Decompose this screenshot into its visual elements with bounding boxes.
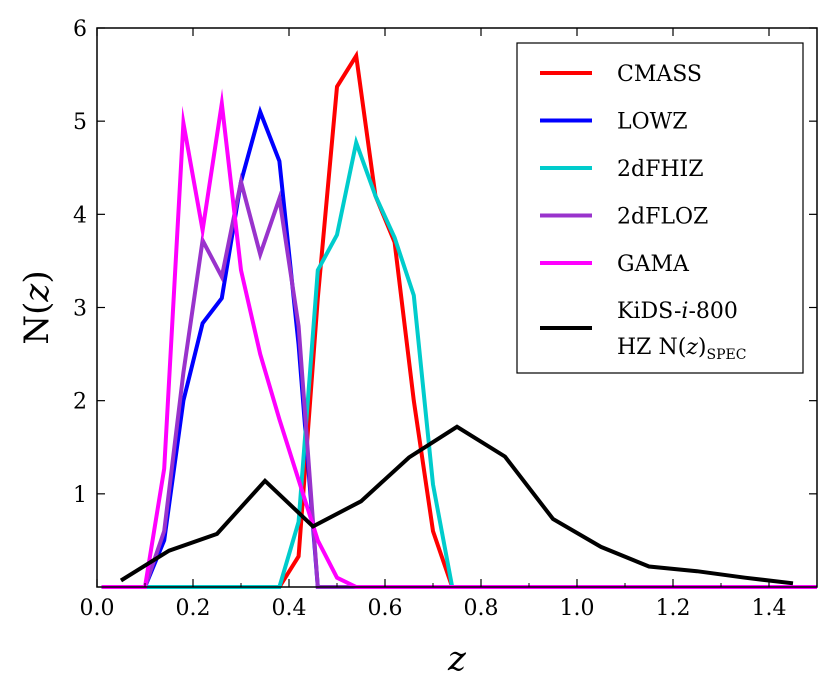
- series-line-gama: [101, 88, 817, 589]
- legend-label-gama: GAMA: [617, 252, 690, 277]
- x-tick-label: 0.6: [368, 596, 403, 621]
- legend: CMASS LOWZ 2dFHIZ 2dFLOZ GAMA KiDS-i-800 HZ N(…: [516, 42, 804, 374]
- series-line-2dfloz: [101, 172, 817, 589]
- y-axis-label-prefix: N(: [17, 302, 57, 345]
- x-tick-label: 0.0: [80, 596, 115, 621]
- series-line-2dfhiz: [101, 135, 817, 589]
- y-tick-label: 5: [73, 110, 87, 135]
- x-axis-label: z: [447, 639, 467, 679]
- x-tick-label: 1.4: [752, 596, 787, 621]
- legend-box: [516, 42, 804, 374]
- y-tick-label: 2: [73, 390, 87, 415]
- y-tick-label: 3: [73, 297, 87, 322]
- legend-label-kids-line2: HZ N(z)SPEC: [617, 335, 746, 363]
- legend-label-kids-line1: KiDS-i-800: [617, 299, 738, 324]
- y-axis-label: N(z): [17, 270, 57, 344]
- legend-label-2dfloz: 2dFLOZ: [617, 205, 708, 230]
- y-axis-label-variable: z: [17, 283, 57, 303]
- legend-label-lowz: LOWZ: [617, 110, 688, 135]
- y-tick-label: 4: [73, 203, 87, 228]
- x-tick-label: 0.8: [464, 596, 499, 621]
- y-axis-label-suffix: ): [17, 270, 57, 283]
- series-line-cmass: [101, 50, 817, 589]
- series-line-kids-i-800-hz-n-z-spec: [119, 424, 794, 586]
- legend-label-2dfhiz: 2dFHIZ: [617, 157, 704, 182]
- x-tick-label: 0.2: [176, 596, 211, 621]
- x-tick-label: 1.0: [560, 596, 595, 621]
- y-tick-label: 6: [73, 17, 87, 42]
- y-tick-label: 1: [73, 483, 87, 508]
- legend-label-cmass: CMASS: [617, 62, 702, 87]
- x-tick-label: 1.2: [656, 596, 691, 621]
- x-tick-label: 0.4: [272, 596, 307, 621]
